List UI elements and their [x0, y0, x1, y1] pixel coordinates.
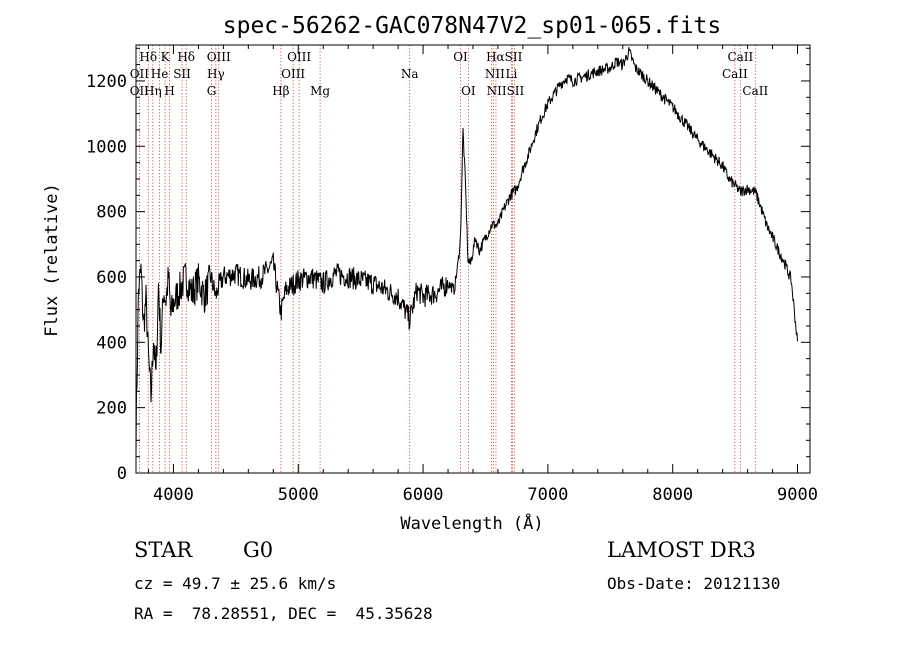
- spectral-line-label: OI: [461, 84, 476, 98]
- y-tick-label: 1200: [86, 72, 127, 92]
- x-tick-label: 9000: [777, 485, 818, 505]
- spectral-line-label: CaII: [722, 67, 748, 81]
- y-tick-label: 0: [117, 464, 127, 484]
- spectral-line-label: OIII: [281, 67, 305, 81]
- x-tick-label: 4000: [153, 485, 194, 505]
- spectral-line-label: G: [207, 84, 217, 98]
- y-tick-label: 800: [96, 203, 127, 223]
- spectral-line-label: Hη: [144, 84, 162, 98]
- spectral-line-label: H: [164, 84, 174, 98]
- spectral-line-label: Mg: [310, 84, 330, 98]
- y-tick-label: 1000: [86, 137, 127, 157]
- spectral-line-labels: Hδ K Hδ OIII OIII OI HαSII CaII OII He SII Hγ OIII Na…: [130, 50, 769, 98]
- y-tick-label: 400: [96, 333, 127, 353]
- spectral-line-label: OII: [130, 67, 150, 81]
- spectral-line-label: Hδ: [177, 50, 195, 64]
- x-tick-label: 7000: [527, 485, 568, 505]
- y-tick-label: 200: [96, 399, 127, 419]
- spectral-line-label: Hβ: [272, 84, 289, 98]
- spectral-line-label: Hδ: [139, 50, 157, 64]
- y-axis-label: Flux (relative): [42, 183, 62, 337]
- spectral-line-label: NII: [485, 67, 505, 81]
- redshift-text: cz = 49.7 ± 25.6 km/s: [134, 574, 337, 593]
- plot-frame: [135, 44, 811, 474]
- x-axis-label: Wavelength (Å): [400, 512, 543, 534]
- spectral-line-label: CaII: [727, 50, 753, 64]
- spectral-line-markers: [138, 45, 756, 473]
- axes: 4000 5000 6000 7000 8000 9000 0 200 400 600 800 100…: [86, 44, 818, 505]
- flux-line: [135, 47, 798, 456]
- x-tick-label: 8000: [652, 485, 693, 505]
- spectral-line-label: HαSII: [486, 50, 523, 64]
- spectral-line-label: NIISII: [487, 84, 525, 98]
- spectral-line-label: OIII: [287, 50, 311, 64]
- spectral-line-label: SII: [173, 67, 191, 81]
- spectral-line-label: OIII: [207, 50, 231, 64]
- object-subclass: G0: [243, 538, 274, 562]
- flux-series: [135, 47, 798, 456]
- x-tick-label: 5000: [278, 485, 319, 505]
- y-tick-label: 600: [96, 268, 127, 288]
- spectral-line-label: He: [151, 67, 169, 81]
- spectral-line-label: OI: [453, 50, 468, 64]
- x-tick-label: 6000: [403, 485, 444, 505]
- spectral-line-label: Hγ: [207, 67, 225, 81]
- chart-title: spec-56262-GAC078N47V2_sp01-065.fits: [223, 13, 722, 39]
- spectral-line-label: K: [161, 50, 171, 64]
- spectral-line-label: Na: [401, 67, 419, 81]
- survey-name: LAMOST DR3: [607, 538, 756, 562]
- spectral-line-label: Li: [506, 67, 518, 81]
- coordinates: RA = 78.28551, DEC = 45.35628: [134, 604, 433, 623]
- object-class: STAR: [134, 538, 193, 562]
- spectral-line-label: CaII: [742, 84, 768, 98]
- spectral-line-label: OII: [130, 84, 150, 98]
- obs-date: Obs-Date: 20121130: [607, 574, 781, 593]
